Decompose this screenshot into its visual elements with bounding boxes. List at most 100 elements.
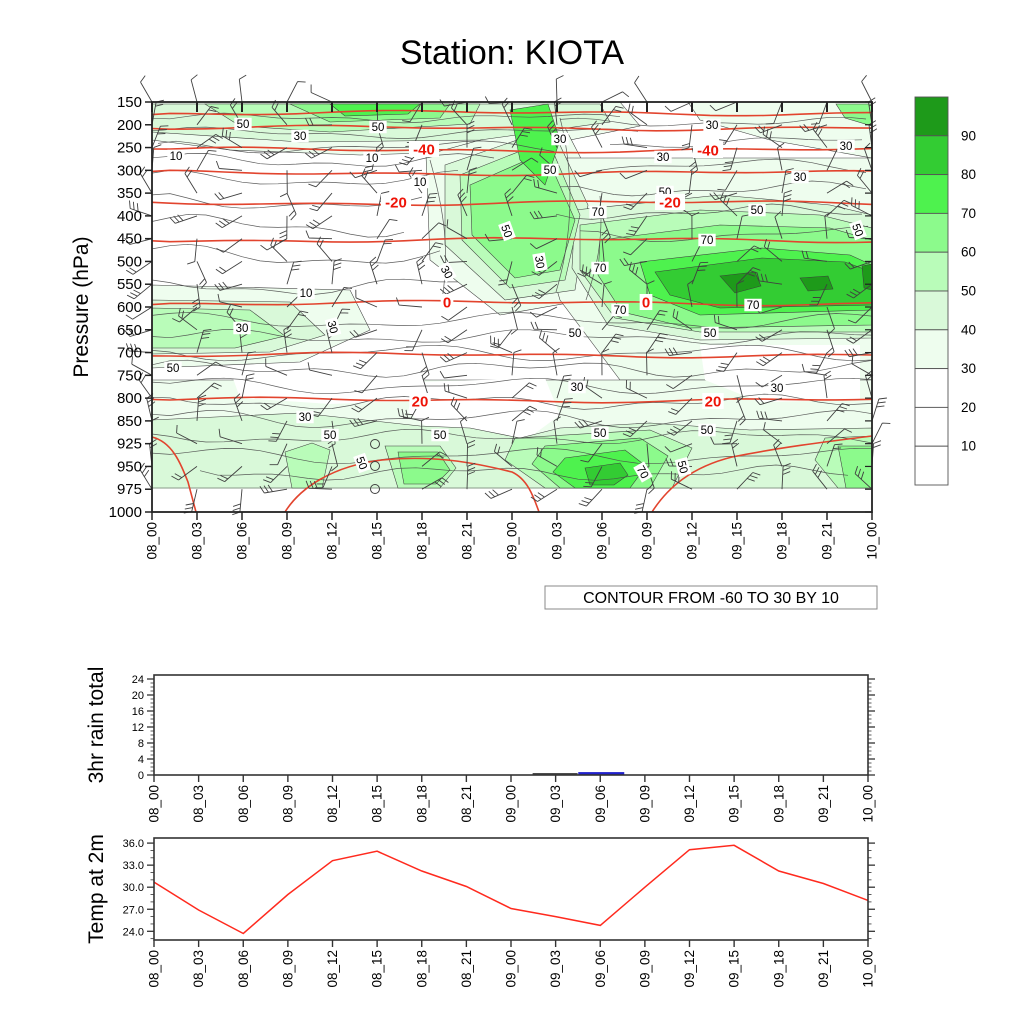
wind-barb: [511, 127, 533, 148]
x-tick-label: 08_21: [459, 950, 474, 988]
contour-label: 50: [324, 430, 337, 442]
wind-barb: [187, 238, 198, 265]
x-tick-label: 08_18: [415, 522, 430, 560]
wind-barb: [799, 124, 828, 133]
wind-barb: [851, 197, 873, 217]
wind-barb: [439, 370, 468, 379]
x-tick-label: 09_09: [637, 950, 652, 988]
red-isotherm-label-bg: [692, 142, 724, 158]
contour-label: 30: [532, 255, 546, 270]
wind-barb: [125, 343, 153, 354]
wind-barb: [826, 329, 835, 358]
wind-barb: [457, 188, 468, 217]
wind-barb: [672, 308, 693, 331]
wind-barb: [530, 321, 558, 331]
wind-barb: [871, 397, 887, 422]
contour-label-bg: [654, 150, 672, 164]
x-tick-label: 08_03: [191, 950, 206, 988]
wind-barb: [421, 477, 449, 490]
contour-label-bg: [291, 129, 309, 143]
x-tick-label: 08_06: [236, 785, 251, 823]
wind-barb: [715, 352, 738, 372]
wind-barb: [279, 215, 288, 243]
red-isotherm: [284, 457, 540, 513]
wind-barb: [361, 168, 378, 194]
x-tick-label: 08_15: [370, 950, 385, 988]
wind-barb: [196, 382, 222, 399]
pressure-tick-label: 200: [117, 117, 142, 134]
rain-y-tick-label: 4: [138, 754, 144, 766]
wind-barb: [504, 188, 514, 217]
wind-barb: [349, 329, 378, 338]
contour-label: 50: [849, 222, 865, 238]
wind-barb: [459, 416, 468, 444]
red-isotherm: [151, 169, 873, 177]
wind-barb: [176, 424, 198, 445]
wind-barb: [511, 174, 535, 194]
colorbar-tick-label: 60: [961, 245, 976, 260]
wind-barb: [601, 281, 612, 308]
colorbar-cell: [914, 406, 949, 447]
contour-label-bg: [324, 317, 342, 337]
wind-barb: [355, 289, 378, 308]
wind-barb: [314, 466, 333, 489]
wind-barb: [823, 370, 832, 399]
wind-barb: [601, 215, 611, 244]
wind-barb: [689, 147, 699, 176]
wind-barb: [601, 91, 630, 103]
wind-barb: [376, 218, 398, 239]
contour-label-bg: [297, 286, 315, 300]
pressure-tick-label: 950: [117, 458, 142, 475]
rh-fill-region: [799, 275, 834, 292]
contour-label: 50: [372, 122, 385, 134]
wind-barb: [439, 352, 468, 363]
x-tick-label: 09_00: [504, 950, 519, 988]
wind-barb: [376, 238, 394, 262]
wind-barb: [812, 463, 828, 490]
wind-barb: [511, 382, 537, 399]
contour-label: 10: [366, 153, 379, 165]
wind-barb: [395, 297, 423, 308]
wind-barb: [722, 420, 738, 445]
contour-label: 30: [324, 320, 339, 335]
contour-label: 50: [237, 119, 250, 131]
pressure-tick-label: 300: [117, 162, 142, 179]
wind-barb: [574, 169, 603, 178]
wind-barb: [140, 75, 153, 103]
colorbar-tick-label: 10: [961, 439, 976, 454]
wind-barb: [172, 306, 198, 323]
x-tick-label: 08_03: [191, 785, 206, 823]
colorbar-cell: [914, 96, 949, 137]
wind-barb: [221, 127, 243, 148]
x-tick-label: 09_06: [595, 522, 610, 560]
contour-label-bg: [234, 117, 252, 131]
wind-barb: [646, 333, 668, 353]
red-isotherm: [151, 109, 873, 117]
wind-barb: [846, 329, 873, 344]
colorbar-cell: [914, 329, 949, 370]
contour-line: [157, 140, 555, 154]
wind-barb: [498, 261, 513, 286]
temp-line: [153, 844, 869, 935]
wind-barb: [623, 238, 648, 256]
contour-label-bg: [698, 423, 716, 437]
wind-barb: [717, 170, 738, 191]
wind-barb: [493, 443, 513, 467]
contour-label: 30: [706, 120, 719, 132]
wind-barb: [664, 443, 693, 453]
contour-line: [595, 158, 867, 173]
wind-barb: [286, 81, 306, 103]
x-tick-label: 09_00: [504, 785, 519, 823]
red-isotherm-label: -20: [385, 194, 407, 211]
wind-barb: [308, 169, 333, 188]
wind-barb: [720, 192, 738, 217]
wind-barb: [710, 436, 738, 445]
x-tick-label: 08_00: [145, 522, 160, 560]
red-isotherm-label: -20: [659, 194, 681, 211]
wind-barb: [756, 273, 783, 285]
wind-barb: [307, 362, 333, 376]
contour-label-bg: [837, 139, 855, 153]
contour-label-bg: [791, 170, 809, 184]
wind-barb: [755, 374, 783, 388]
wind-barb: [443, 383, 468, 399]
